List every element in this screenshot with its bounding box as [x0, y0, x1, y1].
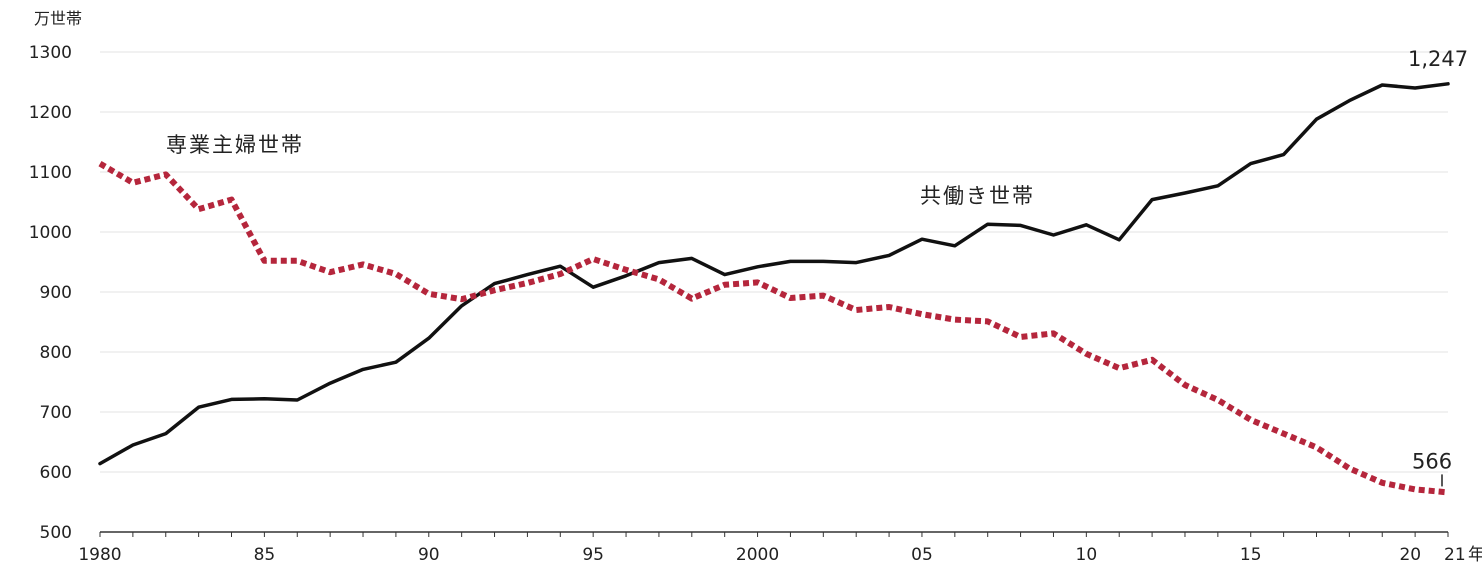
x-tick-label: 95 [582, 545, 604, 565]
x-unit-suffix: 年 [1468, 545, 1482, 565]
y-tick-label: 800 [40, 343, 72, 363]
y-tick-label: 900 [40, 283, 72, 303]
x-tick-label: 21 [1444, 545, 1466, 565]
x-tick-label: 15 [1240, 545, 1262, 565]
gridlines [100, 51, 1448, 473]
y-unit-label: 万世帯 [34, 9, 82, 28]
y-tick-label: 1300 [29, 43, 72, 63]
x-tick-label: 85 [254, 545, 276, 565]
y-tick-label: 500 [40, 523, 72, 543]
series-layer [98, 82, 1450, 496]
end-value-label: 1,247 [1408, 47, 1468, 71]
x-tick-label: 2000 [736, 545, 779, 565]
series-line-0 [98, 82, 1450, 466]
series-line-1 [98, 161, 1449, 496]
x-tick-label: 10 [1076, 545, 1098, 565]
series-name-label: 共働き世帯 [920, 184, 1035, 208]
y-tick-label: 700 [40, 403, 72, 423]
series-name-label: 専業主婦世帯 [166, 133, 304, 157]
x-tick-label: 90 [418, 545, 440, 565]
y-tick-label: 600 [40, 463, 72, 483]
x-tick-label: 05 [911, 545, 933, 565]
label-layer: 500 600 700 800 900 1000 1100 1200 1300 1980 85 90 9… [29, 43, 1482, 565]
y-tick-label: 1100 [29, 163, 72, 183]
axes [99, 531, 1449, 537]
y-tick-label: 1200 [29, 103, 72, 123]
x-tick-label: 20 [1399, 545, 1421, 565]
x-tick-label: 1980 [78, 545, 121, 565]
end-value-label: 566 [1412, 449, 1452, 473]
y-tick-label: 1000 [29, 223, 72, 243]
